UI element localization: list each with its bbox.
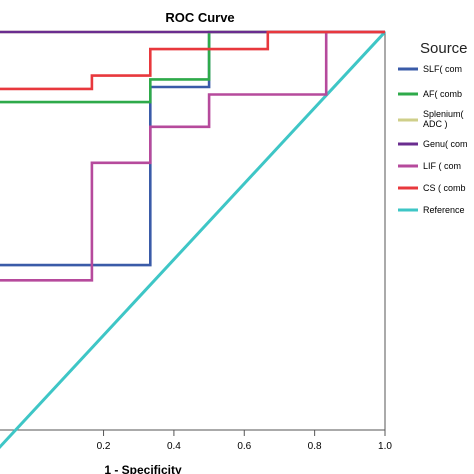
series-line-6 [0, 30, 387, 450]
x-axis-label: 1 - Specificity [104, 463, 182, 474]
legend: Source SLF( com AF( comb Splenium(ADC ) Gen… [398, 40, 468, 215]
chart-title: ROC Curve [165, 10, 234, 25]
legend-label-1: AF( comb [423, 89, 462, 99]
legend-label-3: ADC ) [423, 119, 448, 129]
x-tick-label-3: 0.8 [308, 441, 322, 452]
legend-label-6: CS ( comb [423, 183, 466, 193]
legend-title: Source [420, 40, 468, 57]
legend-label-0: SLF( com [423, 64, 462, 74]
x-tick-label-0: 0.2 [97, 441, 111, 452]
legend-label-4: Genu( com [423, 139, 468, 149]
series-line-5 [0, 30, 385, 91]
plot-frame [0, 31, 386, 431]
series-layer [0, 30, 387, 450]
x-tick-label-4: 1.0 [378, 441, 392, 452]
legend-label-7: Reference [423, 205, 465, 215]
legend-label-2: Splenium( [423, 109, 464, 119]
x-axis-ticks: 0.2 0.4 0.6 0.8 1.0 [97, 430, 392, 452]
legend-label-5: LIF ( com [423, 161, 461, 171]
x-tick-label-2: 0.6 [237, 441, 251, 452]
x-tick-label-1: 0.4 [167, 441, 181, 452]
series-line-4 [0, 30, 385, 282]
